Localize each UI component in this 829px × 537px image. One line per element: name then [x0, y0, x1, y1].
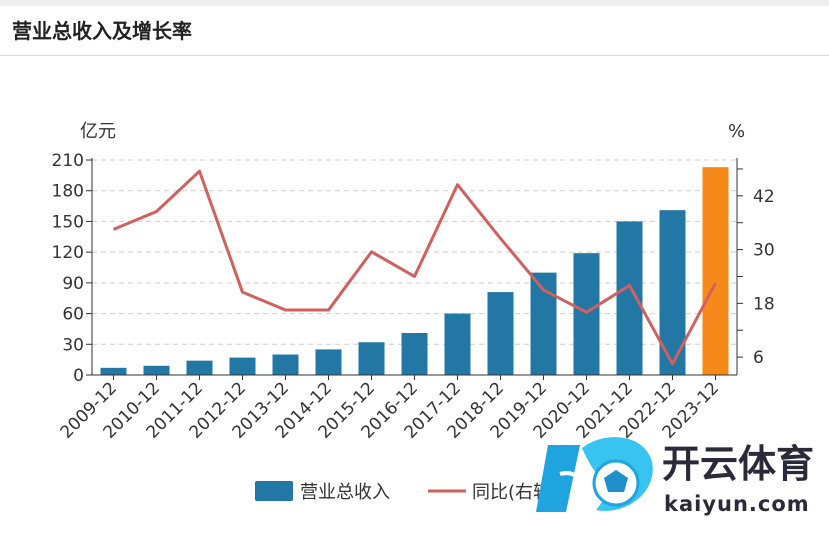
revenue-bar	[315, 349, 342, 375]
revenue-bar	[401, 333, 428, 375]
legend-bar-label: 营业总收入	[300, 482, 390, 503]
right-axis-tick-label: 42	[753, 187, 775, 207]
axes	[86, 158, 743, 380]
revenue-bar	[444, 313, 471, 375]
kaiyun-logo-icon	[536, 437, 653, 512]
logo-domain: kaiyun.com	[664, 492, 810, 516]
legend-bar-swatch	[255, 481, 293, 501]
left-axis-tick-label: 60	[62, 305, 84, 325]
left-axis-tick-label: 30	[62, 335, 84, 355]
revenue-bar	[358, 342, 385, 375]
revenue-bar	[487, 292, 514, 375]
revenue-bar	[272, 354, 299, 375]
left-axis-tick-label: 90	[62, 274, 84, 294]
revenue-bar	[702, 167, 729, 375]
revenue-bar	[100, 367, 127, 375]
revenue-bar	[186, 360, 213, 375]
left-axis-tick-label: 0	[73, 366, 84, 386]
left-axis-tick-label: 150	[52, 212, 84, 232]
revenue-bar	[573, 253, 600, 375]
right-axis-tick-label: 18	[753, 294, 775, 314]
header: 营业总收入及增长率	[0, 6, 829, 56]
left-axis-unit: 亿元	[80, 121, 116, 142]
left-axis-tick-label: 210	[52, 151, 84, 171]
right-axis-tick-label: 30	[753, 241, 775, 261]
page-title: 营业总收入及增长率	[12, 19, 192, 43]
right-axis-tick-label: 6	[753, 348, 764, 368]
top-strip	[0, 0, 829, 6]
legend-line-label: 同比(右轴)	[472, 482, 558, 503]
revenue-bar	[616, 221, 643, 375]
legend[interactable]: 营业总收入 同比(右轴)	[255, 481, 558, 503]
growth-line	[112, 169, 717, 366]
logo-watermark: 开云体育 kaiyun.com	[536, 437, 814, 516]
growth-line-path	[112, 169, 717, 366]
left-axis-tick-label: 120	[52, 243, 84, 263]
right-axis-unit: %	[728, 121, 745, 142]
logo-brand-name: 开云体育	[662, 442, 814, 486]
left-axis-tick-label: 180	[52, 182, 84, 202]
revenue-bar	[143, 365, 170, 375]
revenue-bar	[229, 357, 256, 375]
bars	[100, 167, 729, 375]
